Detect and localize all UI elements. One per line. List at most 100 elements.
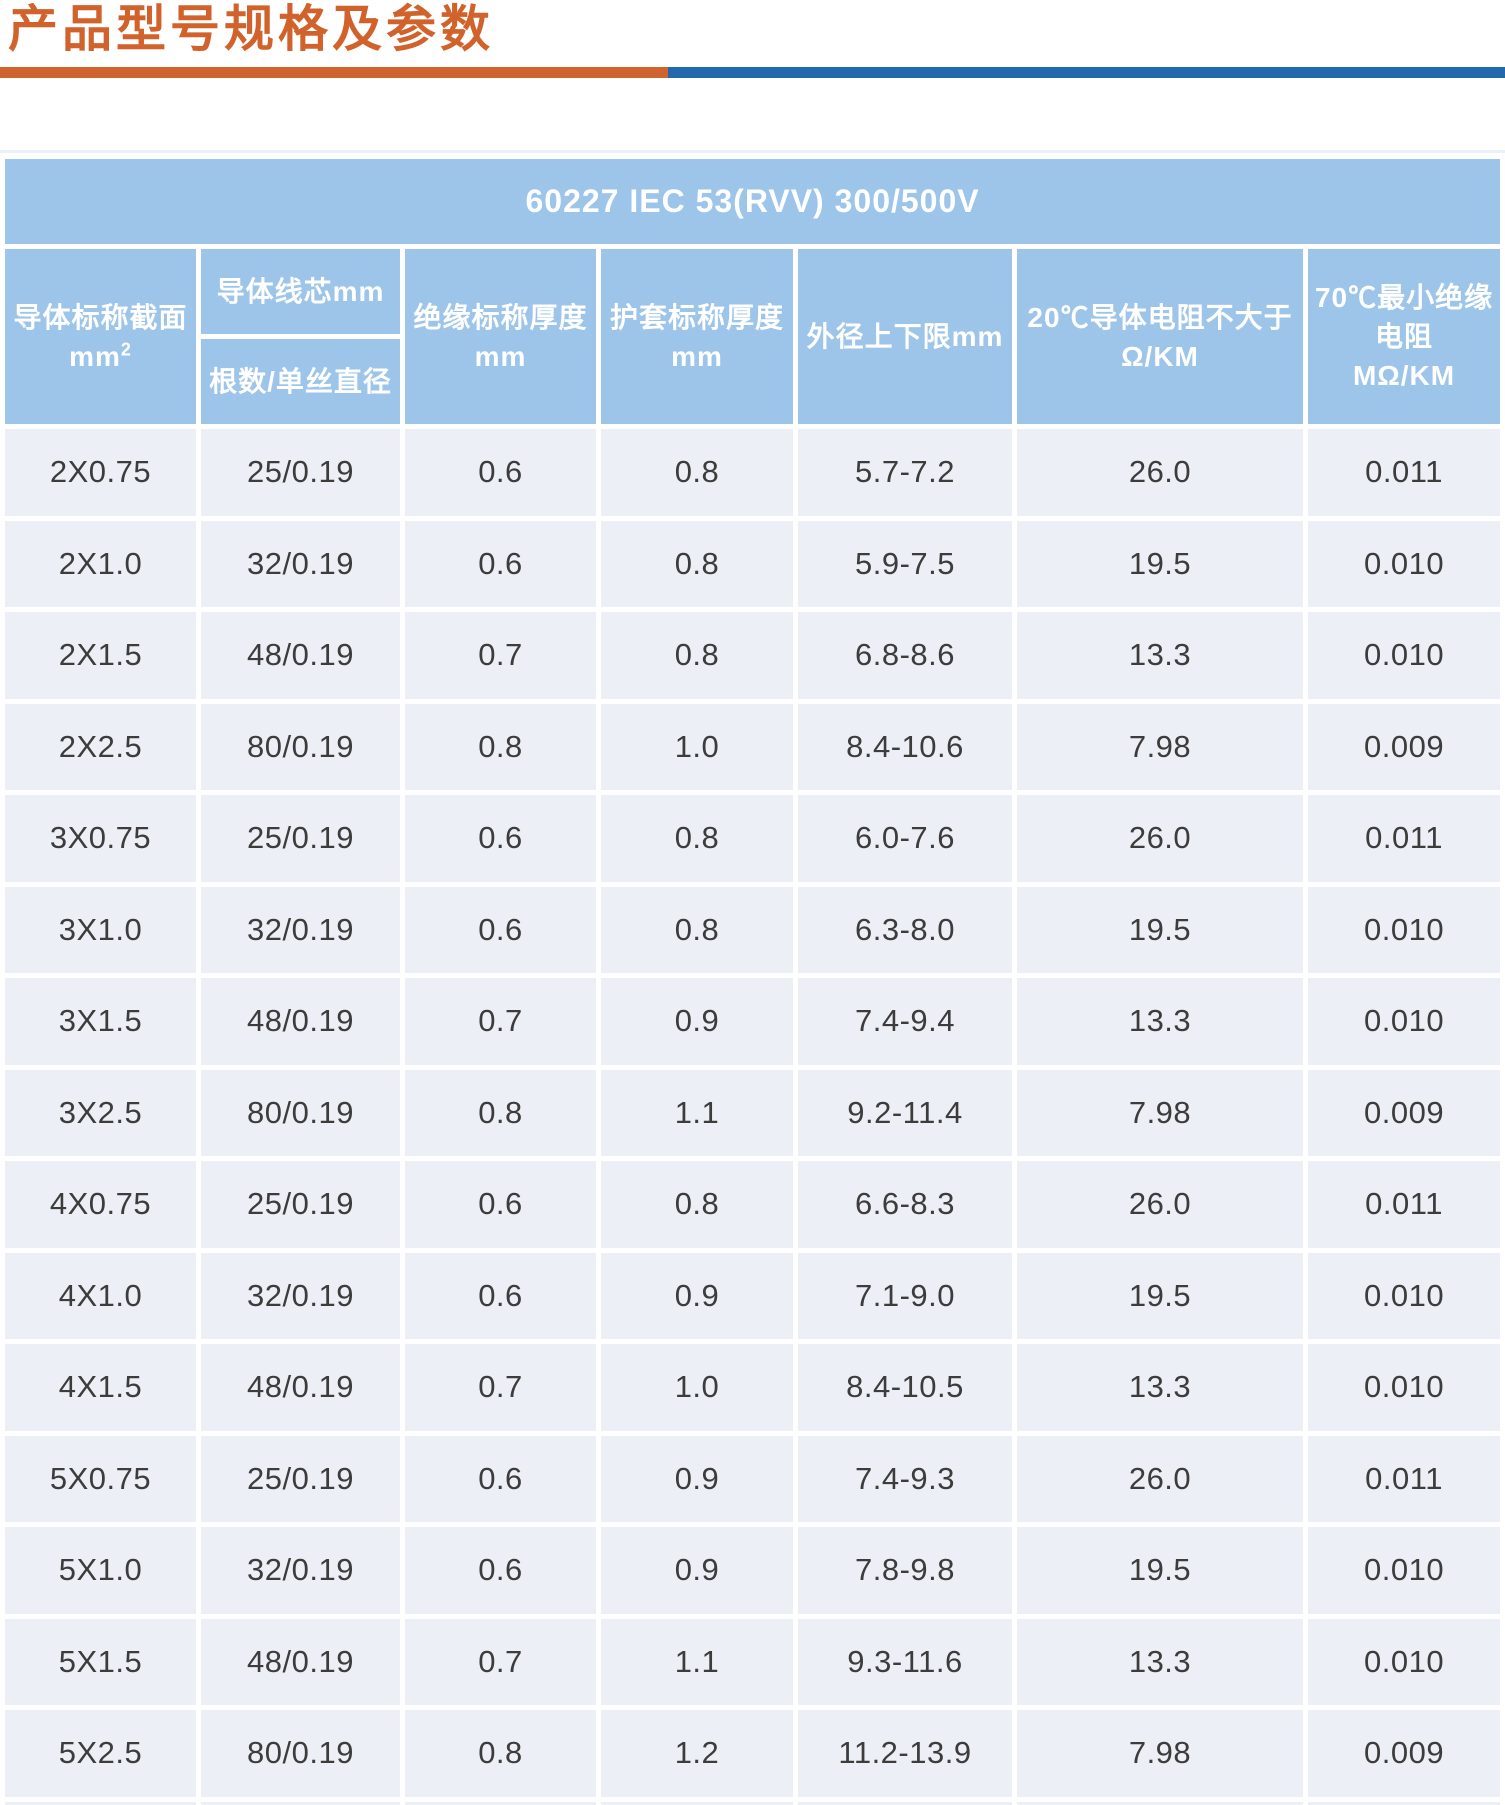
spec-table: 60227 IEC 53(RVV) 300/500V 导体标称截面 mm2 导体…: [0, 154, 1505, 1805]
cell-conductor-section: 5X1.5: [5, 1618, 196, 1705]
cell-outer-diameter: 8.4-10.5: [798, 1344, 1012, 1431]
cell-conductor-resistance: 13.3: [1017, 1618, 1303, 1705]
cell-insulation-resistance: 0.010: [1308, 886, 1501, 973]
cell-conductor-section: 2X1.5: [5, 612, 196, 699]
table-row: 3X1.0 32/0.19 0.6 0.8 6.3-8.0 19.5 0.010: [5, 886, 1501, 973]
table-row: 5X2.5 80/0.19 0.8 1.2 11.2-13.9 7.98 0.009: [5, 1710, 1501, 1797]
table-row: 5X0.75 25/0.19 0.6 0.9 7.4-9.3 26.0 0.011: [5, 1435, 1501, 1522]
cell-outer-diameter: 8.4-10.6: [798, 703, 1012, 790]
cell-conductor-section: 2X2.5: [5, 703, 196, 790]
table-row: 3X0.75 25/0.19 0.6 0.8 6.0-7.6 26.0 0.011: [5, 795, 1501, 882]
cell-conductor-resistance: 7.98: [1017, 1710, 1303, 1797]
cell-strand-diameter: 80/0.19: [201, 1710, 400, 1797]
cell-insulation-thickness: 0.8: [405, 1710, 596, 1797]
cell-insulation-resistance: 0.010: [1308, 520, 1501, 607]
cell-outer-diameter: 6.8-8.6: [798, 612, 1012, 699]
cell-sheath-thickness: 1.1: [601, 1618, 793, 1705]
cell-conductor-resistance: 13.3: [1017, 978, 1303, 1065]
cell-strand-diameter: 48/0.19: [201, 1618, 400, 1705]
cell-insulation-thickness: 0.7: [405, 978, 596, 1065]
cell-insulation-thickness: 0.8: [405, 703, 596, 790]
table-row-cutoff: [5, 1801, 1501, 1805]
cell-insulation-thickness: 0.6: [405, 1252, 596, 1339]
cell-insulation-resistance: 0.011: [1308, 429, 1501, 516]
cell-insulation-resistance: 0.010: [1308, 978, 1501, 1065]
table-header-row-bottom: 根数/单丝直径: [5, 339, 1500, 424]
cell-strand-diameter: 48/0.19: [201, 978, 400, 1065]
cell-sheath-thickness: 1.1: [601, 1069, 793, 1156]
col-header-conductor-section-line2: mm2: [69, 339, 132, 372]
squared-superscript: 2: [120, 339, 132, 360]
cell-strand-diameter: 48/0.19: [201, 612, 400, 699]
table-row: 5X1.5 48/0.19 0.7 1.1 9.3-11.6 13.3 0.010: [5, 1618, 1501, 1705]
cell-conductor-section: 3X1.0: [5, 886, 196, 973]
cell-conductor-resistance: 26.0: [1017, 429, 1303, 516]
cell-outer-diameter: 6.6-8.3: [798, 1161, 1012, 1248]
cell-strand-diameter: 32/0.19: [201, 1252, 400, 1339]
cell-sheath-thickness: 0.8: [601, 795, 793, 882]
cell-conductor-resistance: 13.3: [1017, 612, 1303, 699]
table-caption: 60227 IEC 53(RVV) 300/500V: [5, 159, 1501, 244]
col-header-sheath-thickness: 护套标称厚度 mm: [601, 249, 793, 424]
table-top-hairline: [0, 150, 1505, 153]
table-header-row-top: 导体标称截面 mm2 导体线芯mm 绝缘标称厚度 mm 护套标称厚度 mm 外径…: [5, 249, 1501, 424]
cell-conductor-section: 2X0.75: [5, 429, 196, 516]
cell-conductor-section: 5X2.5: [5, 1710, 196, 1797]
col-header-insulation-thickness: 绝缘标称厚度 mm: [405, 249, 596, 424]
col-header-outer-diameter: 外径上下限mm: [798, 249, 1012, 424]
cell-conductor-resistance: 19.5: [1017, 886, 1303, 973]
cell-strand-diameter: 25/0.19: [201, 429, 400, 516]
cell-insulation-resistance: 0.010: [1308, 1527, 1501, 1614]
cell-conductor-resistance: 26.0: [1017, 1435, 1303, 1522]
cell-conductor-resistance: 19.5: [1017, 1252, 1303, 1339]
cell-sheath-thickness: 1.0: [601, 703, 793, 790]
cell-sheath-thickness: 0.8: [601, 429, 793, 516]
cell-conductor-section: 4X1.0: [5, 1252, 196, 1339]
cell-conductor-resistance: 26.0: [1017, 795, 1303, 882]
cell-strand-diameter: 25/0.19: [201, 1435, 400, 1522]
cell-insulation-resistance: 0.010: [1308, 1618, 1501, 1705]
cell-sheath-thickness: 0.8: [601, 1161, 793, 1248]
cell-sheath-thickness: 1.2: [601, 1710, 793, 1797]
table-row: 3X2.5 80/0.19 0.8 1.1 9.2-11.4 7.98 0.009: [5, 1069, 1501, 1156]
cell-conductor-resistance: 13.3: [1017, 1344, 1303, 1431]
cell-insulation-resistance: 0.009: [1308, 1069, 1501, 1156]
cell-sheath-thickness: 0.9: [601, 1435, 793, 1522]
cell-sheath-thickness: 0.9: [601, 1252, 793, 1339]
col-header-strand-diameter: 根数/单丝直径: [201, 339, 400, 424]
table-row: 2X1.5 48/0.19 0.7 0.8 6.8-8.6 13.3 0.010: [5, 612, 1501, 699]
cell-outer-diameter: 7.8-9.8: [798, 1527, 1012, 1614]
col-header-insulation-resistance: 70℃最小绝缘电阻 MΩ/KM: [1308, 249, 1501, 424]
cell-insulation-thickness: 0.6: [405, 1527, 596, 1614]
table-row: 4X0.75 25/0.19 0.6 0.8 6.6-8.3 26.0 0.011: [5, 1161, 1501, 1248]
cell-insulation-thickness: 0.8: [405, 1069, 596, 1156]
cell-sheath-thickness: 0.9: [601, 978, 793, 1065]
page-title: 产品型号规格及参数: [8, 1, 494, 57]
table-row: 2X1.0 32/0.19 0.6 0.8 5.9-7.5 19.5 0.010: [5, 520, 1501, 607]
cell-conductor-resistance: 7.98: [1017, 703, 1303, 790]
cell-strand-diameter: 48/0.19: [201, 1344, 400, 1431]
cell-strand-diameter: 32/0.19: [201, 1527, 400, 1614]
cell-insulation-resistance: 0.010: [1308, 1344, 1501, 1431]
divider-orange-segment: [0, 67, 668, 78]
cell-strand-diameter: 80/0.19: [201, 703, 400, 790]
col-header-conductor-resistance: 20℃导体电阻不大于 Ω/KM: [1017, 249, 1303, 424]
cell-outer-diameter: 11.2-13.9: [798, 1710, 1012, 1797]
cell-outer-diameter: 6.3-8.0: [798, 886, 1012, 973]
cell-outer-diameter: 9.2-11.4: [798, 1069, 1012, 1156]
cell-insulation-resistance: 0.009: [1308, 703, 1501, 790]
cell-sheath-thickness: 0.8: [601, 520, 793, 607]
cell-outer-diameter: 9.3-11.6: [798, 1618, 1012, 1705]
cell-insulation-thickness: 0.6: [405, 520, 596, 607]
cell-conductor-section: 5X1.0: [5, 1527, 196, 1614]
table-row: 2X2.5 80/0.19 0.8 1.0 8.4-10.6 7.98 0.009: [5, 703, 1501, 790]
cell-outer-diameter: 7.1-9.0: [798, 1252, 1012, 1339]
cell-insulation-thickness: 0.6: [405, 429, 596, 516]
cell-insulation-thickness: 0.7: [405, 1618, 596, 1705]
table-row: 3X1.5 48/0.19 0.7 0.9 7.4-9.4 13.3 0.010: [5, 978, 1501, 1065]
cell-conductor-resistance: 19.5: [1017, 520, 1303, 607]
cell-insulation-resistance: 0.010: [1308, 612, 1501, 699]
cell-sheath-thickness: 0.8: [601, 886, 793, 973]
col-header-conductor-core: 导体线芯mm: [201, 249, 400, 334]
